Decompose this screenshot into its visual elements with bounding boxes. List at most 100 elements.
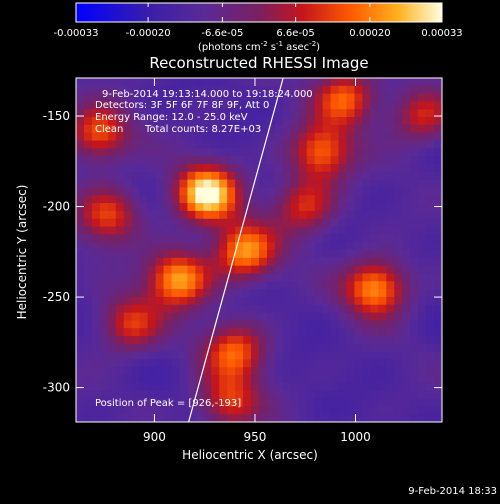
footer-timestamp: 9-Feb-2014 18:33 <box>408 486 497 497</box>
heatmap-cell <box>338 101 348 110</box>
heatmap-cell <box>203 343 212 353</box>
heatmap-cell <box>394 226 403 235</box>
heatmap-cell <box>386 367 395 376</box>
heatmap-cell <box>171 140 181 149</box>
heatmap-cell <box>243 124 252 134</box>
heatmap-cell <box>107 242 117 251</box>
annotations: 9-Feb-2014 19:13:14.000 to 19:18:24.000 … <box>95 89 313 409</box>
heatmap-cell <box>163 78 173 87</box>
heatmap-cell <box>235 336 244 345</box>
heatmap-cell <box>274 328 284 337</box>
heatmap-cell <box>83 210 93 220</box>
heatmap-cell <box>338 289 348 298</box>
heatmap-cell <box>91 124 101 134</box>
heatmap-cell <box>386 187 395 196</box>
heatmap-cell <box>179 414 188 422</box>
heatmap-cell <box>203 203 212 212</box>
heatmap-cell <box>346 351 356 361</box>
heatmap-cell <box>187 367 196 376</box>
heatmap-cell <box>203 242 212 251</box>
heatmap-cell <box>91 117 101 126</box>
heatmap-cell <box>426 132 435 142</box>
heatmap-cell <box>370 93 379 103</box>
annotation-energy-range: Energy Range: 12.0 - 25.0 keV <box>95 112 248 123</box>
heatmap-cell <box>266 164 276 173</box>
heatmap-cell <box>131 234 141 243</box>
colorbar-ticks: -0.00033 -0.00020 -6.6e-05 6.6e-05 0.00020 0.… <box>54 3 463 39</box>
heatmap-cell <box>123 171 133 181</box>
heatmap-cell <box>402 132 411 142</box>
heatmap-cell <box>83 328 93 337</box>
heatmap-cell <box>338 132 348 142</box>
heatmap-cell <box>330 312 340 321</box>
heatmap-cell <box>394 343 403 353</box>
heatmap-cell <box>203 289 212 298</box>
heatmap-cell <box>115 336 125 345</box>
heatmap-cell <box>203 336 212 345</box>
heatmap-cell <box>211 367 220 376</box>
heatmap-cell <box>306 343 316 353</box>
heatmap-cell <box>402 226 411 235</box>
colorbar-bar <box>75 2 443 23</box>
heatmap-cell <box>243 210 252 220</box>
heatmap-cell <box>330 273 340 282</box>
heatmap-cell <box>155 336 165 345</box>
heatmap-cell <box>115 109 125 118</box>
heatmap-cell <box>147 312 157 321</box>
heatmap-cell <box>91 406 101 415</box>
heatmap-cell <box>115 85 125 95</box>
heatmap-cell <box>227 226 236 235</box>
heatmap-cell <box>115 359 125 368</box>
heatmap-cell <box>219 375 228 384</box>
heatmap-cell <box>99 234 109 243</box>
heatmap-cell <box>243 218 252 228</box>
heatmap-cell <box>83 398 93 407</box>
heatmap-cell <box>76 281 85 290</box>
heatmap-cell <box>298 312 308 321</box>
heatmap-cell <box>434 390 442 400</box>
heatmap-cell <box>434 234 442 243</box>
heatmap-cell <box>418 187 427 196</box>
heatmap-cell <box>243 304 252 314</box>
heatmap-cell <box>219 117 228 126</box>
heatmap-cell <box>251 171 260 181</box>
heatmap-cell <box>362 390 371 400</box>
heatmap-cell <box>76 398 85 407</box>
heatmap-cell <box>195 242 204 251</box>
heatmap-cell <box>378 210 387 220</box>
heatmap-cell <box>298 375 308 384</box>
heatmap-cell <box>338 85 348 95</box>
heatmap-cell <box>107 281 117 290</box>
heatmap-cell <box>394 273 403 282</box>
heatmap-cell <box>346 312 356 321</box>
heatmap-cell <box>362 375 371 384</box>
heatmap-cell <box>171 226 181 235</box>
heatmap-cell <box>402 398 411 407</box>
heatmap-cell <box>211 164 220 173</box>
heatmap-cell <box>91 78 101 87</box>
heatmap-cell <box>378 187 387 196</box>
heatmap-cell <box>187 93 196 103</box>
heatmap-cell <box>227 234 236 243</box>
heatmap-cell <box>314 117 324 126</box>
heatmap-cell <box>163 273 173 282</box>
heatmap-cell <box>362 304 371 314</box>
heatmap-cell <box>434 140 442 149</box>
heatmap-cell <box>76 109 85 118</box>
heatmap-cell <box>107 312 117 321</box>
heatmap-cell <box>434 109 442 118</box>
heatmap-cell <box>155 273 165 282</box>
heatmap-cell <box>91 281 101 290</box>
heatmap-cell <box>259 312 268 321</box>
heatmap-cell <box>386 218 395 228</box>
heatmap-cell <box>107 359 117 368</box>
heatmap-cell <box>187 78 196 87</box>
heatmap-cell <box>147 281 157 290</box>
plot-frame <box>75 77 443 423</box>
heatmap-cell <box>147 124 157 134</box>
heatmap-cell <box>378 234 387 243</box>
heatmap-cell <box>426 304 435 314</box>
heatmap-cell <box>163 289 173 298</box>
heatmap-cell <box>298 117 308 126</box>
heatmap-cell <box>163 179 173 189</box>
